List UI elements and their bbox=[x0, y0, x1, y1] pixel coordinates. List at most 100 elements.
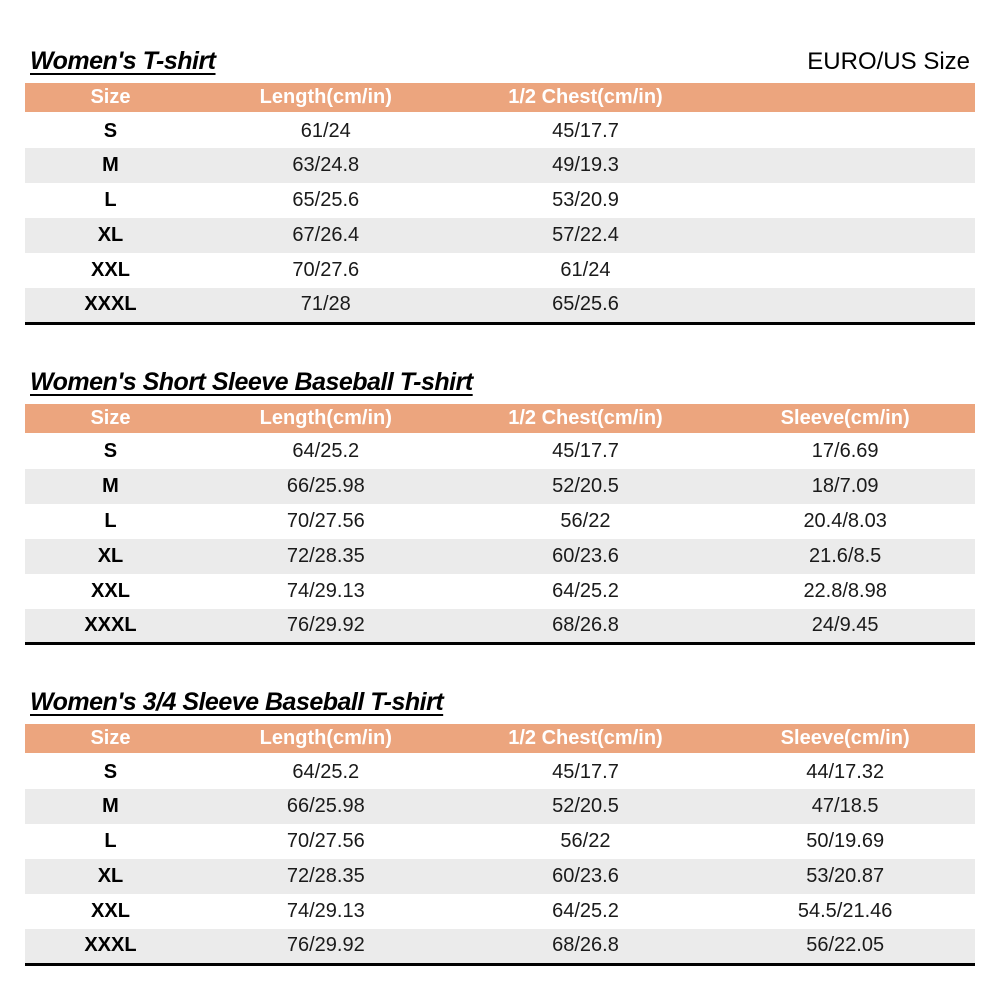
measurement-cell: 60/23.6 bbox=[552, 865, 619, 887]
size-chart-section: Women's Short Sleeve Baseball T-shirt Si… bbox=[25, 367, 975, 645]
table-title-row: Women's T-shirt EURO/US Size bbox=[30, 46, 970, 76]
table-row: M 63/24.8 49/19.3 bbox=[25, 148, 975, 183]
size-cell: XXL bbox=[91, 259, 130, 281]
measurement-cell: 49/19.3 bbox=[552, 154, 619, 176]
table-row: XXL 70/27.6 61/24 bbox=[25, 253, 975, 288]
table-row: XL 72/28.35 60/23.6 21.6/8.5 bbox=[25, 538, 975, 574]
measurement-cell: 70/27.56 bbox=[286, 509, 365, 532]
measurement-cell: 44/17.32 bbox=[806, 760, 885, 783]
measurement-cell: 61/24 bbox=[300, 119, 351, 142]
measurement-cell bbox=[715, 218, 975, 253]
measurement-cell: 45/17.7 bbox=[552, 119, 619, 142]
measurement-cell: 22.8/8.98 bbox=[803, 579, 887, 602]
measurement-cell bbox=[715, 183, 975, 218]
table-row: XXXL 71/28 65/25.6 bbox=[25, 288, 975, 323]
table-row: L 65/25.6 53/20.9 bbox=[25, 183, 975, 218]
measurement-cell: 52/20.5 bbox=[552, 795, 619, 817]
size-chart-section: Women's T-shirt EURO/US Size Size Length(… bbox=[25, 46, 975, 325]
measurement-cell: 63/24.8 bbox=[292, 154, 360, 176]
table-head-row: Size Length(cm/in) 1/2 Chest(cm/in) Sleeve(… bbox=[25, 724, 975, 755]
tables-container: Women's T-shirt EURO/US Size Size Length(… bbox=[25, 46, 975, 966]
size-cell: XXXL bbox=[84, 613, 137, 636]
size-cell: S bbox=[103, 440, 118, 462]
column-header: Size bbox=[25, 403, 196, 435]
size-table: Size Length(cm/in) 1/2 Chest(cm/in) Sleeve(… bbox=[25, 724, 975, 966]
measurement-cell: 45/17.7 bbox=[552, 440, 619, 462]
size-cell: L bbox=[104, 830, 117, 852]
measurement-cell: 65/25.6 bbox=[552, 293, 619, 316]
table-row: L 70/27.56 56/22 50/19.69 bbox=[25, 824, 975, 859]
measurement-cell: 74/29.13 bbox=[286, 900, 365, 922]
measurement-cell: 21.6/8.5 bbox=[809, 544, 882, 567]
measurement-cell: 53/20.87 bbox=[806, 865, 885, 887]
size-cell: S bbox=[103, 760, 118, 783]
measurement-cell bbox=[715, 253, 975, 288]
table-row: M 66/25.98 52/20.5 47/18.5 bbox=[25, 789, 975, 824]
table-body: S 61/24 45/17.7 M 63/24.8 49/19.3 L 65/25.6 53/2… bbox=[25, 113, 975, 323]
measurement-cell: 17/6.69 bbox=[811, 440, 879, 462]
table-body: S 64/25.2 45/17.7 17/6.69 M 66/25.98 52/20.5 18… bbox=[25, 434, 975, 644]
table-row: XXL 74/29.13 64/25.2 54.5/21.46 bbox=[25, 894, 975, 929]
table-row: XL 67/26.4 57/22.4 bbox=[25, 218, 975, 253]
measurement-cell: 68/26.8 bbox=[552, 934, 619, 957]
column-header: 1/2 Chest(cm/in) bbox=[455, 403, 716, 435]
table-title-row: Women's Short Sleeve Baseball T-shirt bbox=[30, 367, 970, 397]
column-header: Size bbox=[25, 724, 196, 755]
table-row: XXXL 76/29.92 68/26.8 56/22.05 bbox=[25, 929, 975, 964]
column-header: Length(cm/in) bbox=[195, 403, 456, 435]
size-cell: XXL bbox=[91, 579, 130, 602]
measurement-cell: 64/25.2 bbox=[552, 579, 619, 602]
measurement-cell: 64/25.2 bbox=[292, 760, 360, 783]
size-standard-label: EURO/US Size bbox=[807, 48, 970, 75]
column-header: Length(cm/in) bbox=[195, 724, 456, 755]
table-title-row: Women's 3/4 Sleeve Baseball T-shirt bbox=[30, 687, 970, 717]
table-row: XL 72/28.35 60/23.6 53/20.87 bbox=[25, 859, 975, 894]
size-table: Size Length(cm/in) 1/2 Chest(cm/in) Sleeve(… bbox=[25, 403, 975, 645]
measurement-cell: 72/28.35 bbox=[286, 544, 365, 567]
measurement-cell: 71/28 bbox=[300, 293, 351, 316]
size-cell: XXXL bbox=[84, 293, 137, 316]
measurement-cell: 53/20.9 bbox=[552, 189, 619, 211]
measurement-cell: 76/29.92 bbox=[286, 934, 365, 957]
size-chart-section: Women's 3/4 Sleeve Baseball T-shirt Size… bbox=[25, 687, 975, 966]
table-row: L 70/27.56 56/22 20.4/8.03 bbox=[25, 504, 975, 539]
table-row: S 64/25.2 45/17.7 44/17.32 bbox=[25, 754, 975, 789]
measurement-cell bbox=[715, 148, 975, 183]
measurement-cell: 70/27.6 bbox=[292, 259, 360, 281]
measurement-cell: 45/17.7 bbox=[552, 760, 619, 783]
column-header: 1/2 Chest(cm/in) bbox=[455, 83, 716, 114]
measurement-cell: 47/18.5 bbox=[811, 795, 879, 817]
measurement-cell: 56/22.05 bbox=[806, 934, 885, 957]
measurement-cell: 56/22 bbox=[560, 830, 611, 852]
measurement-cell: 56/22 bbox=[560, 509, 611, 532]
measurement-cell: 68/26.8 bbox=[552, 613, 619, 636]
size-cell: XXL bbox=[91, 900, 130, 922]
table-title: Women's T-shirt bbox=[30, 47, 216, 75]
size-cell: XXXL bbox=[84, 934, 137, 957]
measurement-cell: 76/29.92 bbox=[286, 613, 365, 636]
table-title: Women's 3/4 Sleeve Baseball T-shirt bbox=[30, 688, 444, 716]
table-head-row: Size Length(cm/in) 1/2 Chest(cm/in) bbox=[25, 83, 975, 114]
column-header: Length(cm/in) bbox=[195, 83, 456, 114]
measurement-cell: 70/27.56 bbox=[286, 830, 365, 852]
measurement-cell: 60/23.6 bbox=[552, 544, 619, 567]
table-row: XXL 74/29.13 64/25.2 22.8/8.98 bbox=[25, 574, 975, 609]
size-cell: L bbox=[104, 509, 117, 532]
size-cell: S bbox=[103, 119, 118, 142]
size-cell: XL bbox=[97, 544, 124, 567]
measurement-cell: 24/9.45 bbox=[811, 613, 879, 636]
measurement-cell: 65/25.6 bbox=[292, 189, 360, 211]
table-head: Size Length(cm/in) 1/2 Chest(cm/in) Sleeve(… bbox=[25, 724, 975, 755]
measurement-cell: 18/7.09 bbox=[811, 474, 879, 497]
measurement-cell: 54.5/21.46 bbox=[797, 900, 893, 922]
table-row: S 64/25.2 45/17.7 17/6.69 bbox=[25, 434, 975, 469]
column-header-empty bbox=[715, 83, 975, 114]
column-header: Sleeve(cm/in) bbox=[715, 403, 975, 435]
measurement-cell: 67/26.4 bbox=[292, 224, 360, 246]
size-cell: XL bbox=[97, 224, 124, 246]
measurement-cell: 20.4/8.03 bbox=[803, 509, 887, 532]
table-head: Size Length(cm/in) 1/2 Chest(cm/in) Sleeve(… bbox=[25, 403, 975, 435]
table-body: S 64/25.2 45/17.7 44/17.32 M 66/25.98 52/20.5 4… bbox=[25, 754, 975, 964]
size-cell: M bbox=[102, 154, 119, 176]
